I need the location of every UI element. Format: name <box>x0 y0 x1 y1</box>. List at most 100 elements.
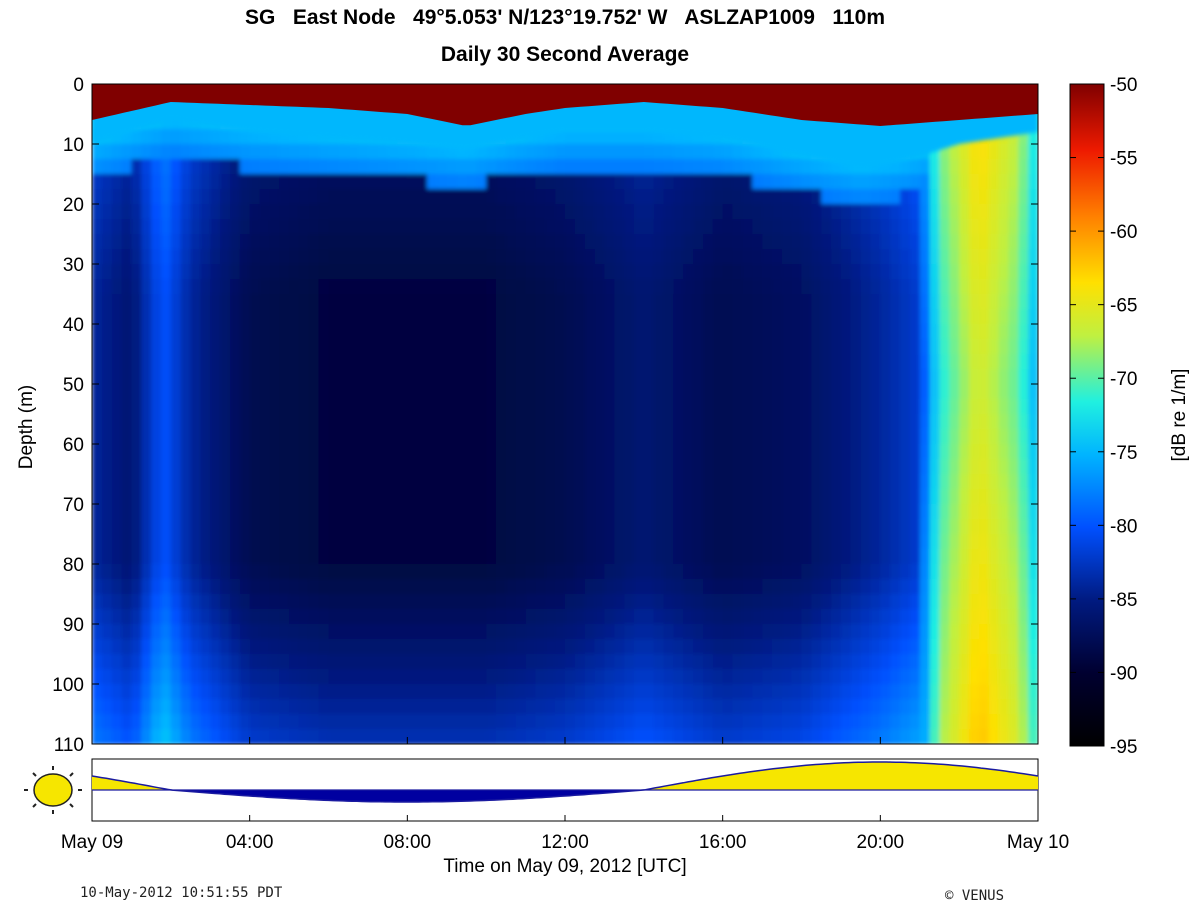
heatmap-cell <box>919 414 931 430</box>
heatmap-cell <box>230 489 241 505</box>
heatmap-cell <box>604 129 616 145</box>
heatmap-cell <box>565 219 576 235</box>
heatmap-cell <box>1028 204 1038 220</box>
heatmap-cell <box>732 219 744 235</box>
heatmap-cell <box>348 489 359 505</box>
heatmap-cell <box>752 564 763 580</box>
heatmap-cell <box>367 279 379 295</box>
heatmap-cell <box>771 204 783 220</box>
heatmap-cell <box>505 309 517 325</box>
heatmap-cell <box>397 279 409 295</box>
heatmap-cell <box>624 279 635 295</box>
heatmap-cell <box>850 309 862 325</box>
x-axis-label: Time on May 09, 2012 [UTC] <box>443 856 687 877</box>
heatmap-cell <box>634 219 645 235</box>
heatmap-cell <box>269 489 281 505</box>
heatmap-cell <box>279 684 290 700</box>
heatmap-cell <box>180 219 192 235</box>
heatmap-cell <box>1018 279 1029 295</box>
heatmap-cell <box>880 504 891 520</box>
heatmap-cell <box>604 684 616 700</box>
heatmap-cell <box>279 129 290 145</box>
heatmap-cell <box>220 714 231 730</box>
heatmap-cell <box>230 534 241 550</box>
heatmap-cell <box>900 384 911 400</box>
heatmap-cell <box>663 249 675 265</box>
heatmap-cell <box>978 444 990 460</box>
heatmap-cell <box>614 504 625 520</box>
heatmap-cell <box>762 564 773 580</box>
heatmap-cell <box>693 534 704 550</box>
heatmap-cell <box>565 144 576 160</box>
heatmap-cell <box>821 339 832 355</box>
heatmap-cell <box>161 684 172 700</box>
heatmap-cell <box>486 339 497 355</box>
heatmap-cell <box>673 519 685 535</box>
heatmap-cell <box>742 234 754 250</box>
heatmap-cell <box>870 549 882 565</box>
heatmap-cell <box>466 354 478 370</box>
heatmap-cell <box>298 519 310 535</box>
heatmap-cell <box>673 624 685 640</box>
heatmap-cell <box>929 384 941 400</box>
heatmap-cell <box>387 384 399 400</box>
heatmap-cell <box>939 204 951 220</box>
heatmap-cell <box>111 414 123 430</box>
heatmap-cell <box>358 459 369 475</box>
heatmap-cell <box>496 654 507 670</box>
heatmap-cell <box>92 474 103 490</box>
heatmap-cell <box>1028 684 1038 700</box>
heatmap-cell <box>890 714 901 730</box>
heatmap-cell <box>111 324 123 340</box>
heatmap-cell <box>220 429 231 445</box>
heatmap-cell <box>387 414 399 430</box>
heatmap-cell <box>446 189 458 205</box>
heatmap-cell <box>239 384 251 400</box>
heatmap-cell <box>328 594 340 610</box>
heatmap-cell <box>456 294 468 310</box>
heatmap-cell <box>289 129 300 145</box>
heatmap-cell <box>703 714 714 730</box>
heatmap-cell <box>998 714 1010 730</box>
heatmap-cell <box>860 339 872 355</box>
heatmap-cell <box>101 459 113 475</box>
heatmap-cell <box>367 504 379 520</box>
heatmap-cell <box>476 294 487 310</box>
heatmap-cell <box>131 549 143 565</box>
heatmap-cell <box>279 279 290 295</box>
heatmap-cell <box>634 609 645 625</box>
heatmap-cell <box>338 594 350 610</box>
heatmap-cell <box>545 699 556 715</box>
heatmap-cell <box>545 279 556 295</box>
heatmap-cell <box>959 324 970 340</box>
heatmap-cell <box>653 534 665 550</box>
heatmap-cell <box>131 339 143 355</box>
heatmap-cell <box>693 609 704 625</box>
heatmap-cell <box>298 354 310 370</box>
heatmap-cell <box>663 714 675 730</box>
heatmap-cell <box>170 669 182 685</box>
heatmap-cell <box>781 264 793 280</box>
heatmap-cell <box>762 624 773 640</box>
heatmap-cell <box>220 579 231 595</box>
heatmap-cell <box>683 339 694 355</box>
heatmap-cell <box>752 519 763 535</box>
heatmap-cell <box>515 429 527 445</box>
heatmap-cell <box>279 579 290 595</box>
heatmap-cell <box>703 414 714 430</box>
heatmap-cell <box>693 459 704 475</box>
heatmap-cell <box>230 594 241 610</box>
heatmap-cell <box>988 474 1000 490</box>
heatmap-cell <box>584 699 596 715</box>
heatmap-cell <box>831 564 842 580</box>
heatmap-cell <box>781 639 793 655</box>
heatmap-cell <box>969 339 980 355</box>
heatmap-cell <box>742 669 754 685</box>
heatmap-cell <box>456 714 468 730</box>
heatmap-cell <box>791 624 803 640</box>
heatmap-cell <box>279 189 290 205</box>
heatmap-cell <box>880 339 891 355</box>
heatmap-cell <box>673 369 685 385</box>
heatmap-cell <box>978 639 990 655</box>
heatmap-cell <box>703 519 714 535</box>
